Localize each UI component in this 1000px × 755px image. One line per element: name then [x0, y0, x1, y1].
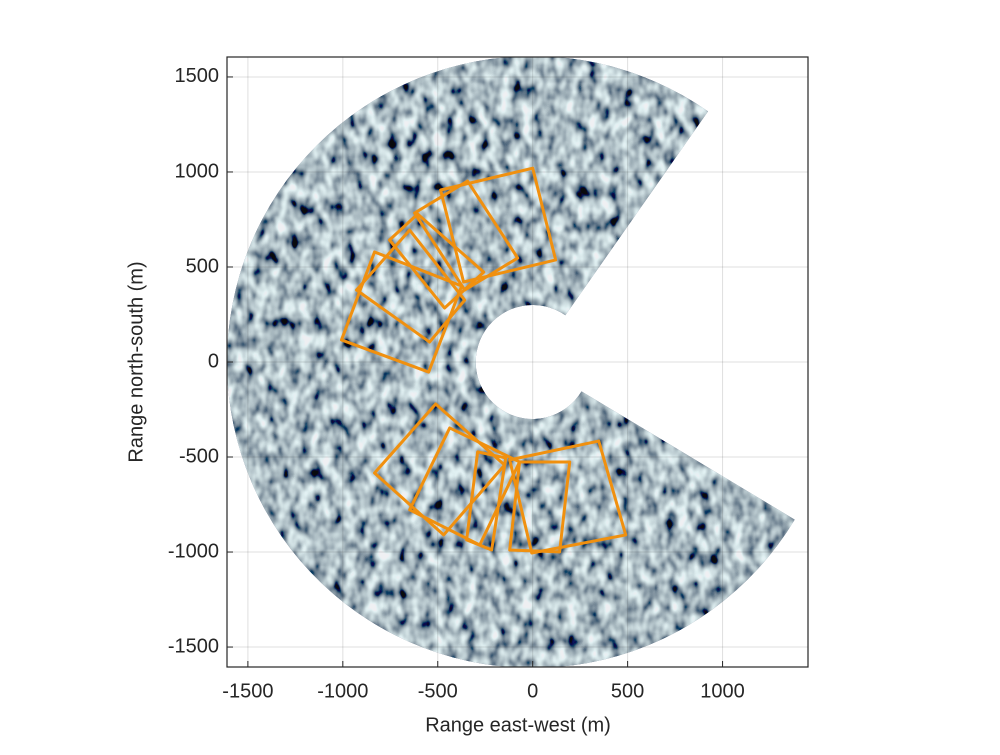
y-tick-label: -500 [179, 445, 219, 467]
x-tick-label: -1500 [222, 680, 273, 702]
x-tick-label: 500 [611, 680, 644, 702]
y-axis-label: Range north-south (m) [125, 261, 147, 462]
y-tick-label: -1500 [168, 635, 219, 657]
target-box [439, 166, 558, 284]
y-tick-label: 0 [208, 350, 219, 372]
target-box [508, 439, 628, 555]
x-tick-label: 0 [527, 680, 538, 702]
axes-box [226, 56, 809, 668]
x-axis-label: Range east-west (m) [425, 714, 611, 736]
target-box [465, 450, 508, 552]
y-tick-label: -1000 [168, 540, 219, 562]
x-tick-label: -1000 [317, 680, 368, 702]
target-box [413, 179, 520, 292]
y-tick-label: 1000 [175, 160, 220, 182]
x-tick-label: -500 [418, 680, 458, 702]
target-box [388, 212, 486, 310]
target-box [354, 228, 467, 344]
y-tick-label: 1500 [175, 65, 220, 87]
y-tick-label: 500 [186, 255, 219, 277]
x-tick-label: 1000 [700, 680, 745, 702]
target-box [508, 460, 572, 554]
